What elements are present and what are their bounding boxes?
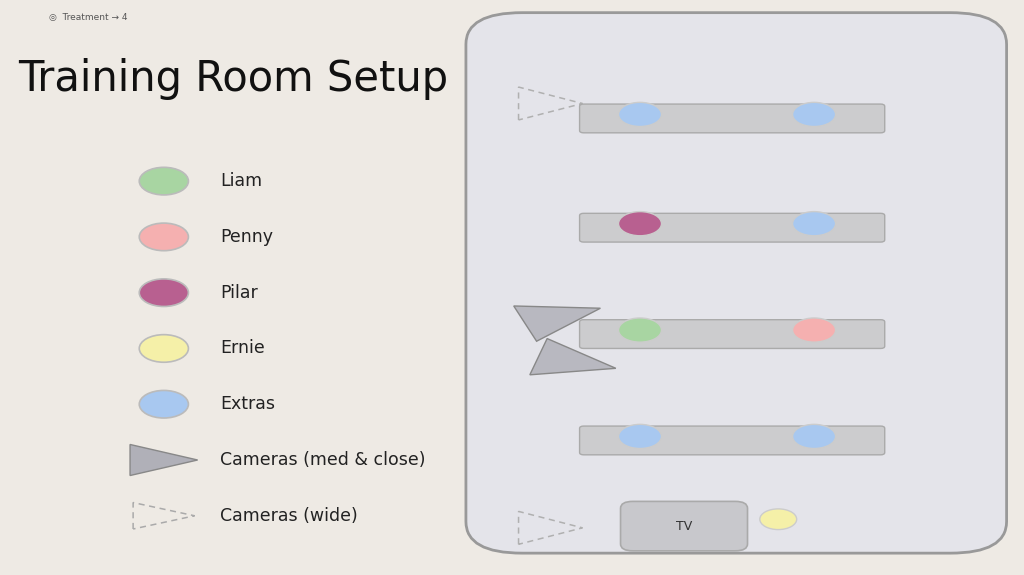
Circle shape bbox=[793, 102, 836, 126]
FancyBboxPatch shape bbox=[580, 426, 885, 455]
Circle shape bbox=[618, 424, 662, 448]
FancyBboxPatch shape bbox=[621, 501, 748, 551]
Circle shape bbox=[139, 223, 188, 251]
FancyBboxPatch shape bbox=[580, 320, 885, 348]
Circle shape bbox=[793, 212, 836, 236]
Text: Cameras (med & close): Cameras (med & close) bbox=[220, 451, 426, 469]
Text: TV: TV bbox=[676, 520, 692, 532]
Circle shape bbox=[139, 279, 188, 306]
Polygon shape bbox=[514, 306, 600, 341]
Text: Ernie: Ernie bbox=[220, 339, 265, 358]
Text: Cameras (wide): Cameras (wide) bbox=[220, 507, 358, 525]
FancyBboxPatch shape bbox=[580, 104, 885, 133]
FancyBboxPatch shape bbox=[580, 213, 885, 242]
Circle shape bbox=[760, 509, 797, 530]
Circle shape bbox=[618, 102, 662, 126]
Circle shape bbox=[139, 167, 188, 195]
Text: Training Room Setup: Training Room Setup bbox=[18, 58, 449, 99]
Circle shape bbox=[793, 424, 836, 448]
Text: Penny: Penny bbox=[220, 228, 273, 246]
Polygon shape bbox=[529, 339, 615, 375]
Circle shape bbox=[139, 335, 188, 362]
Text: Pilar: Pilar bbox=[220, 283, 258, 302]
Circle shape bbox=[793, 318, 836, 342]
Circle shape bbox=[618, 212, 662, 236]
Circle shape bbox=[139, 390, 188, 418]
Text: ◎  Treatment → 4: ◎ Treatment → 4 bbox=[49, 13, 128, 22]
FancyBboxPatch shape bbox=[466, 13, 1007, 553]
Polygon shape bbox=[130, 444, 198, 476]
Circle shape bbox=[618, 318, 662, 342]
Text: Extras: Extras bbox=[220, 395, 275, 413]
Text: Liam: Liam bbox=[220, 172, 262, 190]
